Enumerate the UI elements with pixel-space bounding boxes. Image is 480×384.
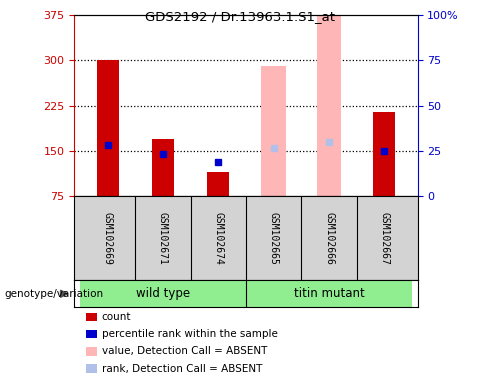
Bar [96,61,119,196]
Text: rank, Detection Call = ABSENT: rank, Detection Call = ABSENT [102,364,262,374]
Bar [317,15,341,196]
Bar [373,112,396,196]
Bar [261,66,286,196]
Text: GSM102666: GSM102666 [324,212,334,265]
Bar [152,139,174,196]
Text: titin mutant: titin mutant [294,287,364,300]
Text: GSM102674: GSM102674 [213,212,223,265]
Bar [246,280,412,307]
Bar [80,280,246,307]
Text: percentile rank within the sample: percentile rank within the sample [102,329,277,339]
Text: wild type: wild type [136,287,190,300]
Text: GSM102667: GSM102667 [379,212,389,265]
Text: GSM102671: GSM102671 [158,212,168,265]
Bar [207,172,229,196]
Text: count: count [102,312,131,322]
Text: genotype/variation: genotype/variation [5,289,104,299]
Text: GSM102665: GSM102665 [269,212,279,265]
Text: GDS2192 / Dr.13963.1.S1_at: GDS2192 / Dr.13963.1.S1_at [145,10,335,23]
Text: GSM102669: GSM102669 [103,212,113,265]
Text: value, Detection Call = ABSENT: value, Detection Call = ABSENT [102,346,267,356]
